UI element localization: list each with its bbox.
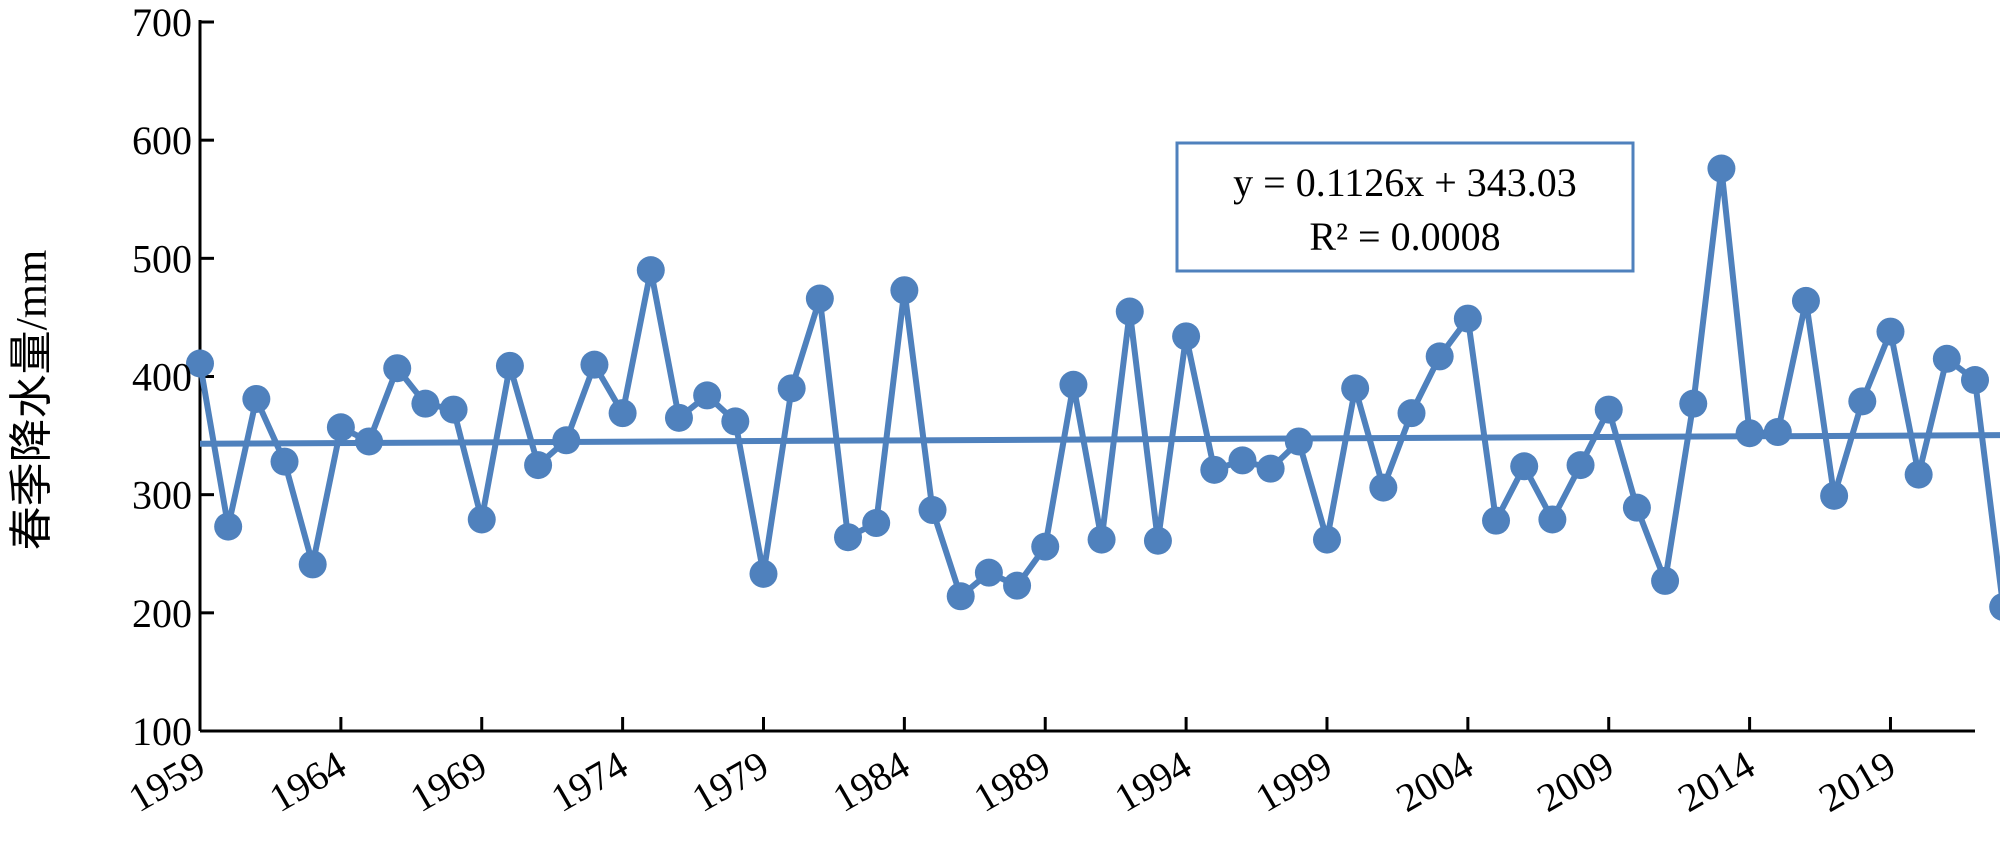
x-tick-label: 2009 bbox=[1529, 742, 1621, 821]
data-point bbox=[1989, 593, 2000, 621]
data-point bbox=[580, 350, 609, 379]
data-point bbox=[214, 512, 243, 541]
data-point bbox=[1932, 344, 1961, 373]
data-point bbox=[664, 403, 693, 432]
x-tick-label: 1979 bbox=[684, 742, 776, 821]
data-point bbox=[1651, 566, 1680, 595]
x-tick-label: 1999 bbox=[1248, 742, 1340, 821]
x-tick-label: 2019 bbox=[1811, 742, 1903, 821]
data-point bbox=[495, 351, 524, 380]
data-point bbox=[1284, 427, 1313, 456]
data-point bbox=[1763, 418, 1792, 447]
data-point bbox=[862, 509, 891, 538]
data-point bbox=[383, 354, 412, 383]
data-point bbox=[636, 256, 665, 285]
data-point bbox=[1961, 366, 1989, 395]
data-point bbox=[552, 426, 581, 455]
data-point bbox=[1425, 342, 1454, 371]
equation-box: y = 0.1126x + 343.03 R² = 0.0008 bbox=[1175, 141, 1635, 273]
data-point bbox=[1369, 473, 1398, 502]
equation-box-border bbox=[1175, 141, 1635, 273]
data-point bbox=[1341, 374, 1370, 403]
data-point bbox=[270, 447, 299, 476]
y-tick-label: 700 bbox=[132, 0, 192, 45]
data-point bbox=[1256, 454, 1285, 483]
data-point bbox=[1622, 493, 1651, 522]
data-point bbox=[467, 505, 496, 534]
data-point bbox=[1482, 506, 1511, 535]
x-tick-label: 2004 bbox=[1389, 742, 1481, 821]
x-tick-label: 1969 bbox=[402, 742, 494, 821]
data-point bbox=[1059, 370, 1088, 399]
axes bbox=[198, 20, 1975, 733]
data-point bbox=[439, 395, 468, 424]
data-point bbox=[1087, 525, 1116, 554]
data-point bbox=[693, 381, 722, 410]
x-tick-label: 2014 bbox=[1670, 742, 1762, 821]
data-point bbox=[1453, 304, 1482, 333]
regression-equation: y = 0.1126x + 343.03 bbox=[1233, 160, 1577, 205]
data-point bbox=[1904, 460, 1933, 489]
x-tick-label: 1964 bbox=[262, 742, 354, 821]
data-point bbox=[749, 559, 778, 588]
data-point bbox=[1566, 451, 1595, 480]
data-point bbox=[1820, 481, 1849, 510]
data-point bbox=[1791, 286, 1820, 315]
data-point bbox=[1735, 419, 1764, 448]
data-point bbox=[1003, 571, 1032, 600]
data-point bbox=[890, 276, 919, 305]
data-point bbox=[805, 284, 834, 313]
data-point bbox=[1679, 389, 1708, 418]
data-point bbox=[1510, 452, 1539, 481]
data-point bbox=[608, 399, 637, 428]
data-point bbox=[1397, 399, 1426, 428]
data-point bbox=[777, 374, 806, 403]
trendline-layer bbox=[199, 432, 2000, 447]
y-tick-label: 600 bbox=[132, 118, 192, 163]
data-point bbox=[298, 550, 327, 579]
data-point bbox=[1115, 297, 1144, 326]
series-layer bbox=[186, 154, 2000, 621]
y-tick-label: 500 bbox=[132, 236, 192, 281]
y-axis-title: 春季降水量/mm bbox=[7, 250, 56, 551]
data-point bbox=[1228, 446, 1257, 475]
x-tick-label: 1994 bbox=[1107, 742, 1199, 821]
x-tick-label: 1989 bbox=[966, 742, 1058, 821]
y-tick-label: 100 bbox=[132, 709, 192, 754]
data-point bbox=[1848, 387, 1877, 416]
y-tick-label: 200 bbox=[132, 591, 192, 636]
data-point bbox=[834, 523, 863, 552]
data-point bbox=[918, 496, 947, 525]
x-tick-label: 1984 bbox=[825, 742, 917, 821]
data-point bbox=[1876, 317, 1905, 346]
data-point bbox=[1200, 455, 1229, 484]
data-point bbox=[1031, 532, 1060, 561]
data-point bbox=[946, 582, 975, 611]
data-point bbox=[974, 558, 1003, 587]
data-point bbox=[326, 413, 355, 442]
data-point bbox=[1172, 322, 1201, 351]
y-tick-label: 300 bbox=[132, 473, 192, 518]
data-point bbox=[1143, 526, 1172, 555]
data-point bbox=[242, 384, 271, 413]
data-point bbox=[1538, 505, 1567, 534]
data-point bbox=[1594, 395, 1623, 424]
data-point bbox=[186, 349, 214, 378]
x-tick-label: 1974 bbox=[543, 742, 635, 821]
data-point bbox=[721, 407, 750, 436]
data-point bbox=[524, 451, 553, 480]
y-tick-label: 400 bbox=[132, 355, 192, 400]
data-point bbox=[411, 389, 440, 418]
r-squared-label: R² = 0.0008 bbox=[1309, 214, 1500, 259]
data-point bbox=[1312, 525, 1341, 554]
linear-trendline bbox=[199, 432, 2000, 447]
data-point bbox=[355, 427, 384, 456]
data-point bbox=[1707, 154, 1736, 183]
